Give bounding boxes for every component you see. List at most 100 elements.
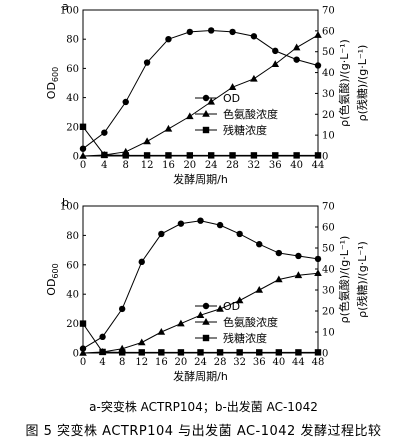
series-line: [82, 29, 319, 150]
y-right-tick-label: 60: [322, 223, 335, 234]
y-right-axis-title-2: ρ(残糖)/(g·L⁻¹): [355, 241, 369, 318]
y-right-axis-title-1: ρ(色氨酸)/(g·L⁻¹): [337, 236, 351, 324]
y-left-title-sub: 600: [51, 263, 60, 278]
caption-subtitle: a-突变株 ACTRP104；b-出发菌 AC-1042: [89, 400, 318, 414]
x-tick-label: 0: [80, 160, 86, 171]
data-point-circle: [293, 56, 300, 63]
data-point-square: [272, 152, 279, 159]
data-point-circle: [207, 27, 215, 34]
plot-frame: [82, 205, 319, 354]
x-tick-label: 36: [269, 160, 282, 171]
y-left-tick-label: 20: [66, 319, 79, 330]
data-point-circle: [216, 221, 224, 229]
legend-label: 残糖浓度: [223, 331, 267, 345]
y-left-tick-label: 20: [66, 122, 79, 133]
series-line: [82, 126, 318, 156]
data-point-triangle: [137, 338, 146, 346]
data-point-triangle: [202, 318, 210, 325]
data-point-circle: [314, 62, 322, 69]
x-tick-label: 12: [141, 160, 154, 171]
data-point-circle: [138, 258, 145, 266]
chart-panel-b: b0 4 8 12 16 20 24 28 32 36 40 44 48发酵周期/h0204060801…: [45, 196, 369, 383]
y-right-tick-label: 20: [322, 110, 335, 121]
x-tick-label: 20: [175, 357, 188, 368]
data-point-circle: [177, 220, 185, 227]
series-circle: [79, 27, 322, 152]
x-axis-title: 发酵周期/h: [173, 369, 228, 383]
legend-label: OD: [223, 300, 240, 313]
y-right-axis-title-1: ρ(色氨酸)/(g·L⁻¹): [337, 39, 351, 127]
data-point-triangle: [186, 112, 194, 120]
data-point-square: [202, 126, 210, 134]
data-point-square: [122, 152, 129, 159]
data-point-circle: [158, 230, 165, 238]
y-left-title-main: OD: [45, 279, 58, 296]
data-point-square: [186, 152, 194, 159]
data-point-triangle: [314, 269, 322, 276]
data-point-circle: [143, 59, 151, 66]
y-left-tick-label: 100: [60, 202, 79, 213]
x-tick-label: 28: [214, 357, 227, 368]
data-point-circle: [250, 33, 258, 40]
y-right-tick-label: 40: [322, 265, 335, 276]
y-right-tick-label: 60: [322, 26, 335, 37]
y-right-tick-label: 30: [322, 286, 335, 297]
data-point-square: [197, 349, 204, 356]
x-tick-label: 4: [101, 160, 107, 171]
data-point-triangle: [292, 43, 301, 51]
panel-label: a: [62, 0, 69, 13]
data-point-square: [216, 349, 224, 356]
data-point-circle: [165, 36, 172, 43]
data-point-square: [229, 152, 236, 159]
data-point-triangle: [294, 271, 303, 279]
data-point-circle: [197, 217, 204, 224]
data-point-square: [202, 334, 210, 342]
y-left-tick-label: 40: [66, 290, 79, 301]
data-point-triangle: [202, 110, 210, 117]
x-tick-label: 48: [312, 357, 325, 368]
y-left-tick-label: 100: [60, 6, 79, 17]
x-tick-label: 24: [205, 160, 218, 171]
data-point-square: [250, 152, 258, 159]
data-point-triangle: [79, 349, 87, 356]
series-triangle: [79, 269, 322, 356]
series-square: [79, 123, 322, 159]
y-right-axis-title-2: ρ(残糖)/(g·L⁻¹): [355, 45, 369, 122]
legend-label: 色氨酸浓度: [223, 315, 278, 329]
y-left-axis-title: OD600: [45, 263, 60, 295]
data-point-triangle: [207, 97, 215, 105]
y-right-tick-label: 50: [322, 244, 335, 255]
y-right-tick-label: 40: [322, 68, 335, 79]
data-point-square: [99, 348, 106, 356]
y-left-tick-label: 60: [66, 64, 79, 75]
y-left-title-main: OD: [45, 82, 58, 99]
data-point-circle: [272, 47, 279, 55]
x-tick-label: 40: [272, 357, 285, 368]
data-point-circle: [79, 345, 87, 352]
x-tick-label: 4: [99, 357, 105, 368]
data-point-circle: [314, 255, 322, 263]
data-point-square: [207, 152, 215, 159]
x-tick-label: 44: [312, 160, 325, 171]
x-tick-label: 20: [183, 160, 196, 171]
series-square: [79, 320, 322, 356]
data-point-triangle: [271, 60, 280, 68]
x-tick-label: 8: [123, 160, 129, 171]
data-point-circle: [202, 94, 210, 102]
data-point-square: [158, 349, 165, 356]
data-point-circle: [229, 28, 236, 36]
data-point-triangle: [164, 124, 173, 132]
caption-title: 图 5 突变株 ACTRP104 与出发菌 AC-1042 发酵过程比较: [25, 424, 382, 439]
legend-label: 色氨酸浓度: [223, 107, 278, 121]
data-point-square: [314, 152, 322, 159]
x-tick-label: 36: [253, 357, 266, 368]
y-right-tick-label: 30: [322, 89, 335, 100]
y-right-tick-label: 0: [322, 349, 328, 360]
x-tick-label: 8: [119, 357, 125, 368]
x-tick-label: 40: [290, 160, 303, 171]
data-point-circle: [186, 28, 194, 36]
data-point-circle: [79, 145, 87, 152]
data-point-square: [177, 349, 185, 356]
data-point-triangle: [79, 152, 87, 159]
y-right-tick-label: 0: [322, 152, 328, 163]
